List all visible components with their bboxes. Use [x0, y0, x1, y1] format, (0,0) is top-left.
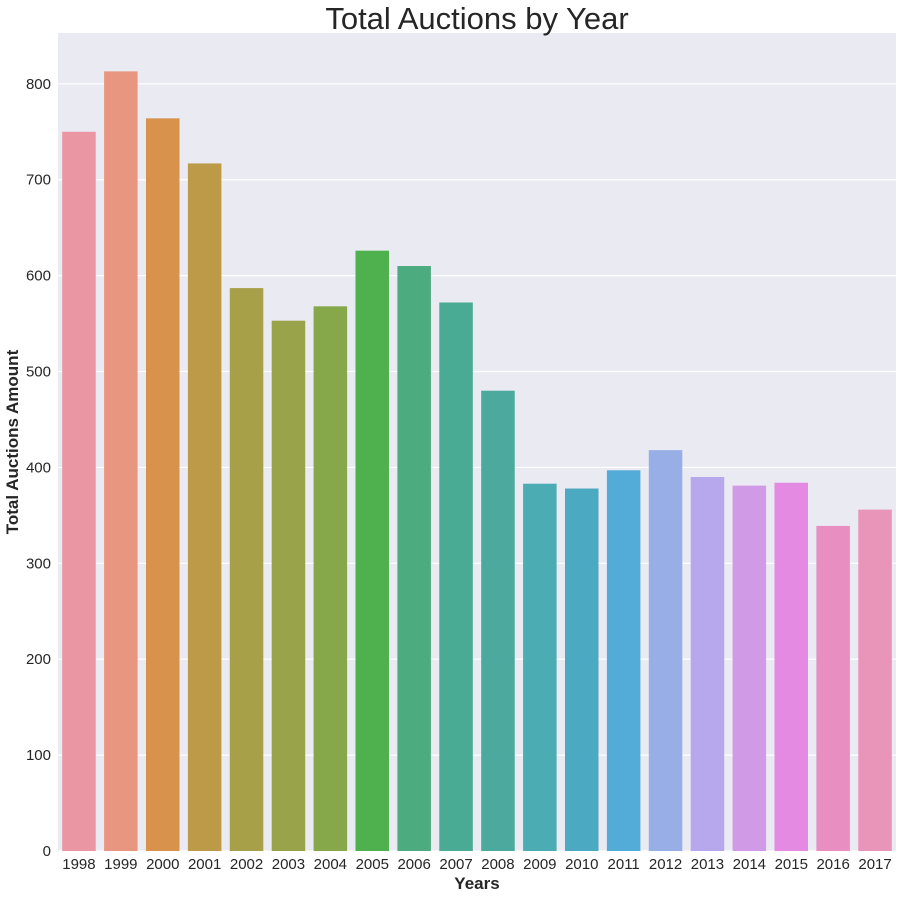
x-tick-label: 2001 [188, 856, 221, 873]
x-tick-labels: 1998 1999 2000 2001 2002 2003 2004 2005 2006 2007… [62, 856, 891, 873]
bar-2004 [313, 306, 348, 851]
x-tick-label: 2004 [314, 856, 347, 873]
chart-title: Total Auctions by Year [325, 1, 628, 36]
bar-2010 [564, 488, 599, 851]
bar-2014 [732, 485, 767, 851]
bar-2000 [145, 118, 180, 851]
bar-1998 [62, 131, 96, 851]
y-tick-label: 300 [26, 555, 51, 572]
bars [62, 71, 892, 852]
bar-2005 [355, 250, 390, 852]
x-tick-label: 2006 [397, 856, 430, 873]
plot-area [58, 33, 896, 851]
bar-2017 [858, 509, 892, 851]
y-tick-label: 0 [43, 843, 51, 860]
x-tick-label: 2014 [733, 856, 766, 873]
bar-2008 [481, 390, 515, 851]
y-tick-label: 600 [26, 268, 51, 285]
x-axis-label: Years [454, 874, 499, 893]
x-tick-label: 2013 [691, 856, 724, 873]
y-tick-label: 800 [26, 76, 51, 93]
y-tick-label: 100 [26, 747, 51, 764]
x-tick-label: 1999 [104, 856, 137, 873]
bar-2001 [187, 163, 222, 852]
y-axis-label: Total Auctions Amount [3, 349, 22, 534]
x-tick-label: 2005 [356, 856, 389, 873]
x-tick-label: 2011 [608, 856, 640, 873]
x-tick-label: 2009 [523, 856, 556, 873]
bar-2007 [439, 302, 473, 851]
bar-2009 [523, 483, 557, 851]
bar-2015 [774, 482, 809, 851]
x-tick-label: 2007 [439, 856, 472, 873]
bar-2011 [606, 470, 641, 851]
x-tick-label: 1998 [62, 856, 95, 873]
bar-2006 [397, 266, 431, 851]
bar-2012 [648, 450, 683, 851]
bar-2013 [690, 477, 725, 851]
bar-1999 [104, 71, 138, 851]
x-tick-label: 2017 [858, 856, 891, 873]
x-tick-label: 2008 [481, 856, 514, 873]
x-tick-label: 2015 [775, 856, 808, 873]
y-tick-label: 200 [26, 651, 51, 668]
x-tick-label: 2012 [649, 856, 682, 873]
y-tick-labels: 0 100 200 300 400 500 600 700 800 [26, 76, 51, 860]
y-tick-label: 400 [26, 459, 51, 476]
x-tick-label: 2016 [816, 856, 849, 873]
bar-2003 [271, 320, 306, 851]
x-tick-label: 2003 [272, 856, 305, 873]
y-tick-label: 500 [26, 364, 51, 381]
x-tick-label: 2002 [230, 856, 263, 873]
y-tick-label: 700 [26, 172, 51, 189]
bar-2002 [229, 288, 264, 851]
x-tick-label: 2000 [146, 856, 179, 873]
bar-2016 [816, 525, 850, 851]
x-tick-label: 2010 [565, 856, 598, 873]
